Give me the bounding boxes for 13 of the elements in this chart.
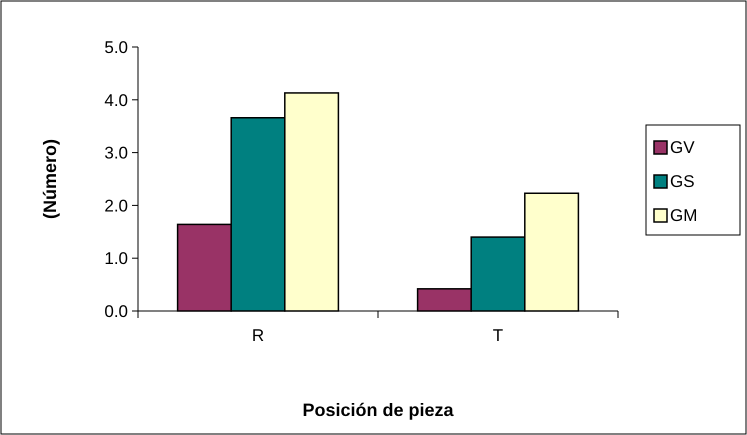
- x-axis-title: Posición de pieza: [302, 400, 455, 420]
- legend-label: GM: [670, 206, 698, 225]
- legend-label: GV: [670, 138, 696, 157]
- y-tick-label: 4.0: [104, 90, 128, 110]
- y-tick-label: 1.0: [104, 249, 128, 268]
- y-axis-title: (Número): [40, 138, 60, 219]
- x-tick-label: R: [252, 326, 264, 345]
- legend-label: GS: [670, 172, 695, 191]
- y-tick-label: 3.0: [104, 144, 128, 163]
- y-tick-label: 0.0: [104, 302, 128, 321]
- y-tick-label: 2.0: [104, 196, 128, 216]
- x-tick-label: T: [492, 326, 504, 345]
- y-tick-label: 5.0: [104, 38, 128, 57]
